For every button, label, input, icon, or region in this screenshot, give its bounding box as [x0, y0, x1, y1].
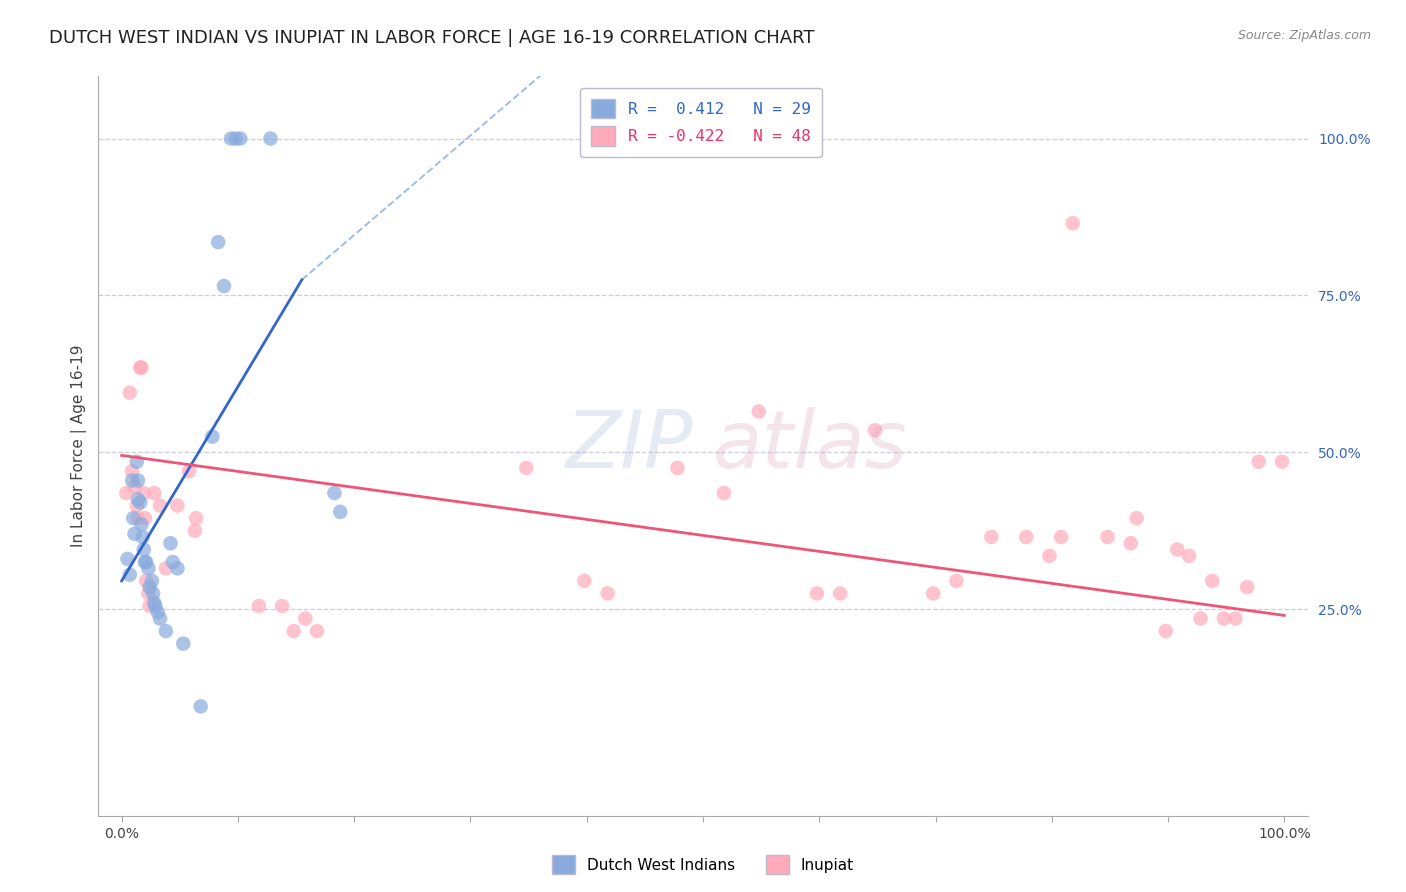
Point — [259, 131, 281, 145]
Point — [117, 552, 139, 566]
Point — [1125, 511, 1147, 525]
Point — [166, 499, 188, 513]
Point — [127, 474, 149, 488]
Point — [146, 605, 169, 619]
Point — [247, 599, 270, 613]
Point — [155, 561, 177, 575]
Point — [138, 586, 160, 600]
Point — [1050, 530, 1073, 544]
Point — [124, 480, 146, 494]
Point — [980, 530, 1002, 544]
Point — [229, 131, 252, 145]
Point — [145, 599, 167, 613]
Point — [713, 486, 735, 500]
Point — [1236, 580, 1258, 594]
Point — [172, 637, 194, 651]
Point — [184, 511, 207, 525]
Point — [1212, 611, 1234, 625]
Point — [1247, 455, 1270, 469]
Point — [127, 492, 149, 507]
Point — [596, 586, 619, 600]
Point — [132, 486, 155, 500]
Text: ZIP: ZIP — [567, 407, 693, 485]
Point — [184, 524, 207, 538]
Point — [922, 586, 945, 600]
Point — [118, 385, 141, 400]
Point — [1119, 536, 1142, 550]
Point — [748, 404, 770, 418]
Point — [118, 567, 141, 582]
Legend: Dutch West Indians, Inupiat: Dutch West Indians, Inupiat — [546, 849, 860, 880]
Point — [134, 511, 156, 525]
Point — [131, 360, 153, 375]
Point — [143, 486, 166, 500]
Point — [1015, 530, 1038, 544]
Point — [294, 611, 316, 625]
Point — [124, 526, 146, 541]
Point — [1062, 216, 1084, 230]
Point — [143, 596, 166, 610]
Point — [149, 499, 172, 513]
Point — [1225, 611, 1247, 625]
Point — [201, 429, 224, 443]
Point — [131, 517, 153, 532]
Point — [1097, 530, 1119, 544]
Point — [127, 511, 149, 525]
Point — [149, 611, 172, 625]
Text: atlas: atlas — [713, 407, 907, 485]
Point — [212, 279, 235, 293]
Text: DUTCH WEST INDIAN VS INUPIAT IN LABOR FORCE | AGE 16-19 CORRELATION CHART: DUTCH WEST INDIAN VS INUPIAT IN LABOR FO… — [49, 29, 814, 46]
Point — [323, 486, 346, 500]
Point — [945, 574, 967, 588]
Point — [1189, 611, 1212, 625]
Point — [142, 586, 165, 600]
Point — [129, 495, 152, 509]
Point — [159, 536, 181, 550]
Point — [141, 574, 163, 588]
Point — [179, 464, 201, 478]
Point — [830, 586, 852, 600]
Point — [1038, 549, 1060, 563]
Point — [162, 555, 184, 569]
Point — [806, 586, 828, 600]
Point — [329, 505, 352, 519]
Point — [131, 530, 153, 544]
Point — [135, 555, 157, 569]
Point — [863, 423, 886, 437]
Point — [1271, 455, 1294, 469]
Point — [225, 131, 247, 145]
Legend: R =  0.412   N = 29, R = -0.422   N = 48: R = 0.412 N = 29, R = -0.422 N = 48 — [581, 87, 823, 157]
Point — [305, 624, 328, 639]
Y-axis label: In Labor Force | Age 16-19: In Labor Force | Age 16-19 — [72, 344, 87, 548]
Point — [1201, 574, 1223, 588]
Point — [121, 474, 143, 488]
Point — [207, 235, 229, 249]
Point — [574, 574, 596, 588]
Point — [166, 561, 188, 575]
Point — [121, 464, 143, 478]
Point — [125, 499, 148, 513]
Point — [138, 561, 160, 575]
Point — [132, 542, 155, 557]
Point — [122, 511, 145, 525]
Point — [666, 461, 689, 475]
Point — [129, 360, 152, 375]
Point — [219, 131, 242, 145]
Point — [135, 574, 157, 588]
Point — [155, 624, 177, 639]
Point — [1178, 549, 1201, 563]
Point — [138, 580, 160, 594]
Point — [1166, 542, 1188, 557]
Point — [515, 461, 537, 475]
Point — [115, 486, 138, 500]
Point — [283, 624, 305, 639]
Text: Source: ZipAtlas.com: Source: ZipAtlas.com — [1237, 29, 1371, 42]
Point — [190, 699, 212, 714]
Point — [125, 455, 148, 469]
Point — [138, 599, 160, 613]
Point — [134, 555, 156, 569]
Point — [271, 599, 294, 613]
Point — [1154, 624, 1177, 639]
